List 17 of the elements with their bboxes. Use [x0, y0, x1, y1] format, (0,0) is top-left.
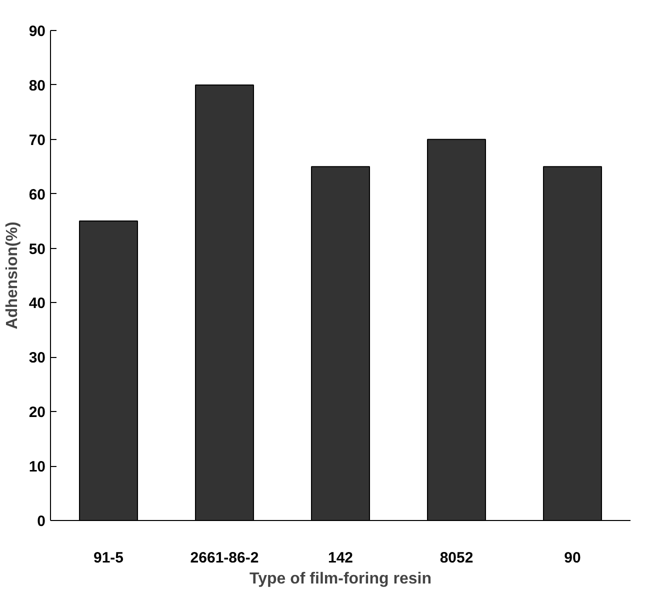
y-tick-label: 10 — [28, 458, 46, 476]
x-tick-label: 90 — [564, 550, 581, 566]
y-tick-label: 90 — [28, 23, 46, 40]
y-tick-label: 70 — [28, 132, 46, 149]
y-tick-label: 30 — [28, 350, 46, 367]
y-tick-label: 80 — [28, 77, 46, 94]
x-axis-title: Type of film-foring resin — [250, 570, 432, 588]
y-tick-label: 40 — [28, 295, 46, 312]
x-tick-label: 91-5 — [93, 550, 124, 566]
y-tick-label: 60 — [28, 186, 46, 204]
y-axis-title: Adhension(%) — [4, 222, 21, 330]
x-tick-label: 8052 — [440, 550, 474, 566]
y-tick-label: 0 — [37, 513, 46, 530]
y-tick-label: 50 — [28, 240, 46, 258]
x-tick-label: 142 — [328, 550, 354, 566]
x-tick-label: 2661-86-2 — [190, 550, 259, 566]
y-tick-label: 20 — [28, 404, 46, 422]
